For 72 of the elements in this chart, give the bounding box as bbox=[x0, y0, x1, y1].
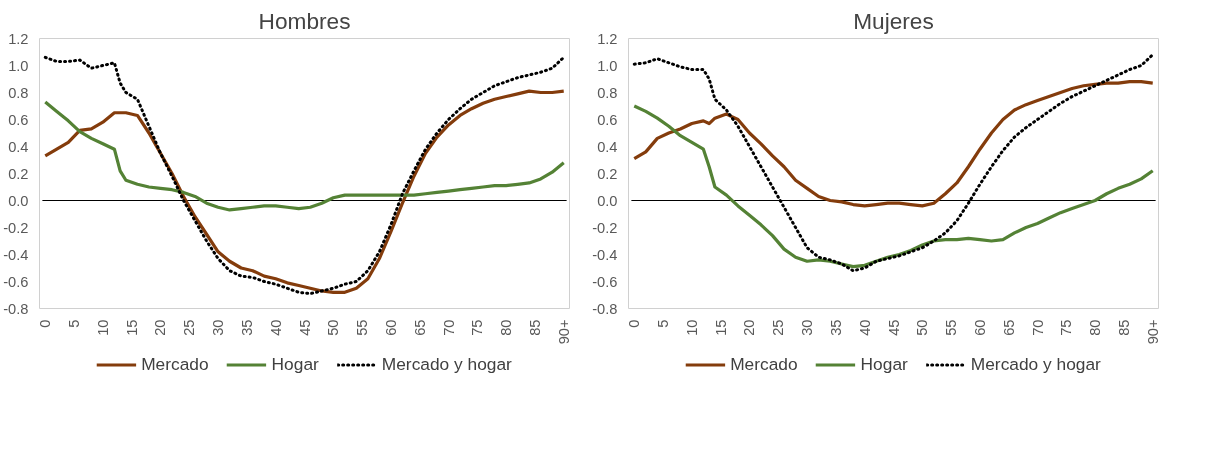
x-tick-label: 45 bbox=[296, 319, 313, 336]
legend-label: Hogar bbox=[860, 353, 908, 375]
line-series bbox=[632, 104, 1155, 269]
x-tick-label: 90+ bbox=[1144, 319, 1161, 345]
x-tick-label: 10 bbox=[683, 319, 700, 336]
y-tick-label: 0.2 bbox=[8, 165, 29, 182]
x-tick-label: 0 bbox=[37, 319, 54, 328]
x-tick-label: 55 bbox=[943, 319, 960, 336]
x-tick-label: 50 bbox=[325, 319, 342, 336]
x-tick-label: 75 bbox=[469, 319, 486, 336]
x-tick-label: 70 bbox=[440, 319, 457, 336]
x-tick-label: 25 bbox=[181, 319, 198, 336]
x-tick-label: 75 bbox=[1058, 319, 1075, 336]
y-tick-label: -0.4 bbox=[592, 246, 618, 263]
line-series bbox=[632, 53, 1155, 273]
legend-label: Mercado y hogar bbox=[381, 353, 512, 375]
y-tick-label: 1.0 bbox=[8, 57, 29, 74]
x-tick-label: 5 bbox=[66, 319, 83, 328]
x-tick-label: 90+ bbox=[555, 319, 572, 345]
y-tick-label: 0.0 bbox=[597, 192, 618, 209]
x-tick-label: 20 bbox=[152, 319, 169, 336]
y-tick-label: 0.4 bbox=[8, 138, 29, 155]
x-tick-label: 10 bbox=[94, 319, 111, 336]
y-tick-label: 1.2 bbox=[597, 30, 618, 47]
y-tick-label: 0.2 bbox=[597, 165, 618, 182]
x-tick-label: 70 bbox=[1029, 319, 1046, 336]
chart-title: Mujeres bbox=[853, 7, 934, 34]
y-tick-label: -0.8 bbox=[3, 300, 29, 317]
x-tick-label: 80 bbox=[1087, 319, 1104, 336]
legend-label: Mercado bbox=[730, 353, 798, 375]
x-tick-label: 35 bbox=[827, 319, 844, 336]
y-tick-label: -0.2 bbox=[592, 219, 618, 236]
legend-label: Hogar bbox=[271, 353, 319, 375]
x-tick-label: 85 bbox=[526, 319, 543, 336]
x-tick-label: 0 bbox=[626, 319, 643, 328]
x-tick-label: 80 bbox=[498, 319, 515, 336]
x-tick-label: 30 bbox=[210, 319, 227, 336]
x-tick-label: 65 bbox=[411, 319, 428, 336]
chart-title: Hombres bbox=[258, 7, 351, 34]
y-tick-label: -0.6 bbox=[592, 273, 618, 290]
y-tick-label: 0.6 bbox=[8, 111, 29, 128]
x-tick-label: 40 bbox=[267, 319, 284, 336]
x-tick-label: 20 bbox=[741, 319, 758, 336]
x-tick-label: 15 bbox=[123, 319, 140, 336]
x-tick-label: 85 bbox=[1115, 319, 1132, 336]
legend-label: Mercado bbox=[141, 353, 209, 375]
x-tick-label: 60 bbox=[971, 319, 988, 336]
y-tick-label: -0.4 bbox=[3, 246, 29, 263]
x-tick-label: 65 bbox=[1000, 319, 1017, 336]
y-tick-label: 0.8 bbox=[597, 84, 618, 101]
x-tick-label: 15 bbox=[712, 319, 729, 336]
line-series bbox=[632, 80, 1155, 208]
y-tick-label: -0.8 bbox=[592, 300, 618, 317]
y-tick-label: -0.6 bbox=[3, 273, 29, 290]
x-tick-label: 55 bbox=[354, 319, 371, 336]
y-tick-label: 0.4 bbox=[597, 138, 618, 155]
x-tick-label: 45 bbox=[885, 319, 902, 336]
y-tick-label: 0.8 bbox=[8, 84, 29, 101]
x-tick-label: 60 bbox=[382, 319, 399, 336]
legend-label: Mercado y hogar bbox=[970, 353, 1101, 375]
x-tick-label: 50 bbox=[914, 319, 931, 336]
y-tick-label: 1.0 bbox=[597, 57, 618, 74]
y-tick-label: 1.2 bbox=[8, 30, 29, 47]
x-tick-label: 35 bbox=[238, 319, 255, 336]
y-tick-label: 0.6 bbox=[597, 111, 618, 128]
y-tick-label: -0.2 bbox=[3, 219, 29, 236]
line-series bbox=[43, 100, 566, 212]
x-tick-label: 5 bbox=[655, 319, 672, 328]
y-tick-label: 0.0 bbox=[8, 192, 29, 209]
x-tick-label: 30 bbox=[799, 319, 816, 336]
x-tick-label: 25 bbox=[770, 319, 787, 336]
x-tick-label: 40 bbox=[856, 319, 873, 336]
